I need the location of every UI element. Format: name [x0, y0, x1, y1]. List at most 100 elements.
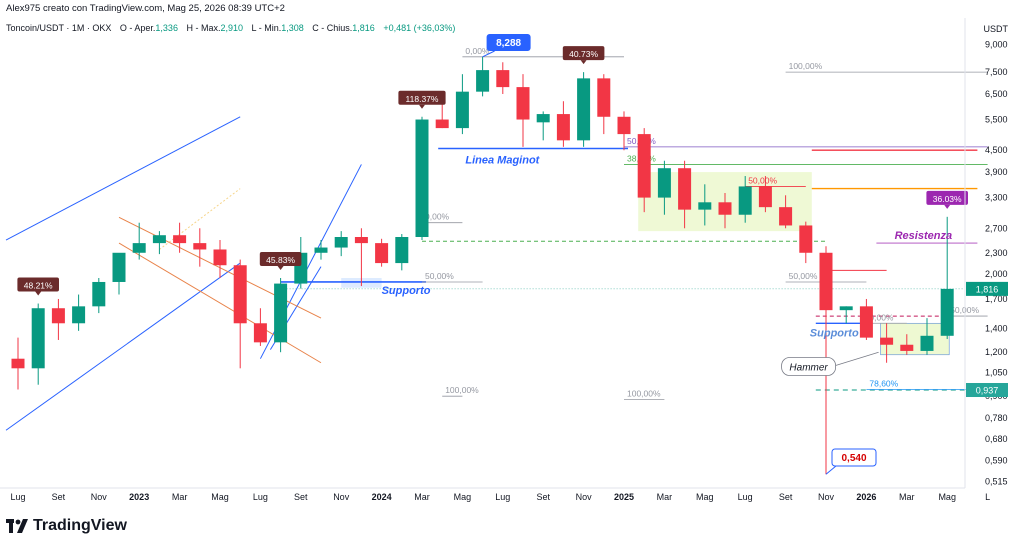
candle[interactable]	[51, 298, 65, 340]
candle-body[interactable]	[678, 168, 692, 210]
candle-body[interactable]	[718, 202, 732, 215]
candle-body[interactable]	[213, 249, 227, 266]
candle-body[interactable]	[375, 243, 389, 264]
candle-body[interactable]	[819, 252, 833, 311]
tradingview-logo[interactable]: TradingView	[6, 517, 127, 535]
candle[interactable]	[173, 222, 187, 253]
candle-body[interactable]	[637, 134, 651, 198]
candle[interactable]	[354, 228, 368, 287]
candle-body[interactable]	[516, 87, 530, 120]
candle-body[interactable]	[698, 202, 712, 210]
candle-body[interactable]	[51, 308, 65, 324]
candle[interactable]	[718, 193, 732, 229]
candle[interactable]	[213, 240, 227, 279]
candle[interactable]	[536, 111, 550, 141]
candle-body[interactable]	[193, 243, 207, 250]
candle-body[interactable]	[435, 119, 449, 129]
candle-body[interactable]	[839, 306, 853, 311]
candle-body[interactable]	[152, 235, 166, 244]
candle[interactable]	[152, 231, 166, 255]
candle[interactable]	[880, 323, 894, 363]
candle[interactable]	[31, 303, 45, 385]
candle[interactable]	[193, 228, 207, 267]
candle-body[interactable]	[233, 265, 247, 324]
candle[interactable]	[556, 101, 570, 147]
candle-body[interactable]	[354, 237, 368, 244]
candle[interactable]	[617, 111, 631, 151]
candle-body[interactable]	[455, 91, 469, 129]
candle[interactable]	[274, 278, 288, 353]
candle[interactable]	[597, 74, 611, 135]
candle-body[interactable]	[173, 235, 187, 244]
candle-body[interactable]	[92, 281, 106, 307]
candle[interactable]	[577, 72, 591, 147]
candle[interactable]	[859, 298, 873, 340]
close-label: C - Chius.	[312, 23, 353, 33]
candle-body[interactable]	[132, 243, 146, 253]
candle[interactable]	[920, 318, 934, 355]
candle[interactable]	[92, 278, 106, 314]
candle-body[interactable]	[577, 78, 591, 141]
candle[interactable]	[132, 222, 146, 260]
candle-body[interactable]	[31, 308, 45, 369]
candle-body[interactable]	[536, 114, 550, 123]
candle[interactable]	[678, 160, 692, 229]
candle[interactable]	[657, 160, 671, 215]
candle[interactable]	[314, 240, 328, 260]
percent-callout: 48.21%	[17, 277, 59, 296]
candle-body[interactable]	[758, 186, 772, 208]
candle-body[interactable]	[334, 237, 348, 248]
candle[interactable]	[799, 221, 813, 264]
candle[interactable]	[375, 238, 389, 267]
chart-credit: Alex975 creato con TradingView.com, Mag …	[6, 3, 285, 14]
candle-body[interactable]	[72, 306, 86, 324]
candle[interactable]	[758, 176, 772, 213]
candle[interactable]	[11, 337, 25, 390]
candle-body[interactable]	[395, 237, 409, 264]
candle[interactable]	[233, 259, 247, 369]
candle[interactable]	[900, 334, 914, 355]
candle-body[interactable]	[859, 306, 873, 338]
candle[interactable]	[496, 62, 510, 94]
last-price-tag: 1,816	[966, 281, 1008, 296]
candle-body[interactable]	[476, 70, 490, 92]
candle[interactable]	[72, 294, 86, 331]
candle[interactable]	[415, 116, 429, 241]
candle[interactable]	[839, 306, 853, 324]
candle-body[interactable]	[799, 225, 813, 253]
fib-level-label: 100,00%	[445, 385, 479, 395]
candle[interactable]	[253, 308, 267, 346]
candle[interactable]	[637, 128, 651, 213]
percent-callout-pointer	[944, 204, 951, 209]
candle-body[interactable]	[657, 168, 671, 198]
candle-body[interactable]	[556, 114, 570, 141]
candle-body[interactable]	[880, 337, 894, 345]
candle-body[interactable]	[900, 344, 914, 351]
candle-body[interactable]	[617, 116, 631, 135]
candle-body[interactable]	[253, 323, 267, 343]
candle[interactable]	[455, 74, 469, 135]
candle-body[interactable]	[920, 335, 934, 351]
candle[interactable]	[698, 184, 712, 226]
candle-body[interactable]	[779, 207, 793, 226]
y-tick-label: 0,515	[985, 476, 1008, 486]
candle-body[interactable]	[314, 247, 328, 253]
candle[interactable]	[779, 195, 793, 229]
candle[interactable]	[112, 252, 126, 295]
candle-body[interactable]	[597, 78, 611, 117]
candle[interactable]	[516, 74, 530, 147]
candle[interactable]	[334, 231, 348, 257]
candle[interactable]	[476, 56, 490, 97]
candle-body[interactable]	[496, 70, 510, 88]
candle[interactable]	[940, 216, 954, 340]
candle-body[interactable]	[274, 283, 288, 343]
candle[interactable]	[738, 176, 752, 223]
candle-body[interactable]	[112, 252, 126, 282]
supporto-label-2: Supporto	[810, 327, 859, 339]
candle-body[interactable]	[415, 119, 429, 238]
candle-body[interactable]	[940, 288, 954, 336]
candle-body[interactable]	[11, 358, 25, 369]
candle-body[interactable]	[738, 186, 752, 215]
candle[interactable]	[395, 234, 409, 271]
